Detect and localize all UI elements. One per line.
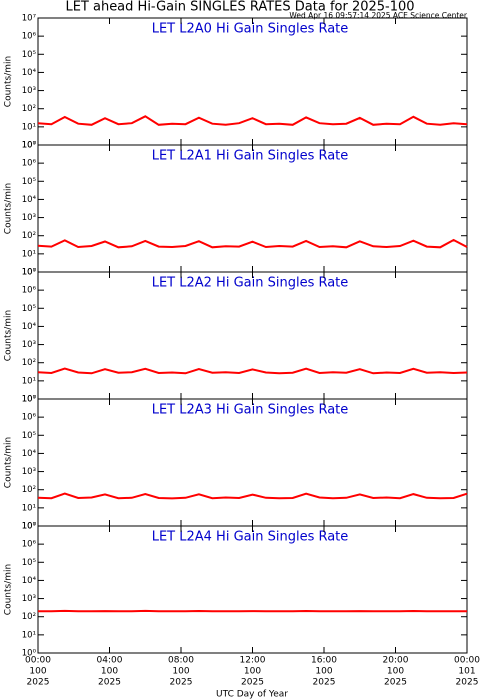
y-tick-label: 10⁰	[22, 522, 37, 532]
plot-frame	[37, 398, 468, 527]
page-title: LET ahead Hi-Gain SINGLES RATES Data for…	[65, 0, 414, 15]
y-tick-label: 10¹	[22, 122, 36, 132]
y-tick-label: 10⁰	[22, 649, 37, 659]
plot-frame	[37, 144, 468, 273]
y-tick-label: 10¹	[22, 376, 36, 386]
y-tick-label: 10⁵	[22, 177, 36, 187]
y-tick-label: 10⁵	[22, 558, 36, 568]
y-tick-label: 10⁶	[22, 32, 37, 42]
plot-frame	[37, 271, 468, 400]
y-axis-title: Counts/min	[4, 310, 14, 361]
x-tick-day: 100	[244, 667, 261, 677]
y-tick-label: 10⁶	[22, 159, 37, 169]
y-tick-label: 10²	[22, 104, 36, 114]
y-tick-label: 10³	[22, 86, 36, 96]
x-tick-year: 2025	[313, 678, 336, 688]
data-line	[37, 115, 468, 126]
plot-frame	[37, 17, 468, 146]
x-tick-day: 100	[387, 667, 404, 677]
panel-title: LET L2A3 Hi Gain Singles Rate	[152, 403, 349, 418]
x-tick-day: 101	[458, 667, 475, 677]
y-tick-label: 10⁴	[22, 68, 37, 78]
y-tick-label: 10⁵	[22, 50, 36, 60]
y-tick-label: 10⁵	[22, 304, 36, 314]
y-tick-label: 10³	[22, 467, 36, 477]
timestamp: Wed Apr 16 09:57:14 2025 ACE Science Cen…	[289, 11, 468, 20]
y-tick-label: 10²	[22, 358, 36, 368]
y-tick-label: 10⁷	[22, 522, 37, 532]
y-tick-label: 10⁷	[22, 395, 37, 405]
x-tick-day: 100	[315, 667, 332, 677]
y-tick-label: 10⁶	[22, 286, 37, 296]
y-tick-label: 10⁴	[22, 322, 37, 332]
y-tick-label: 10⁵	[22, 431, 36, 441]
x-tick-label: 20:00	[383, 656, 409, 666]
panel-title: LET L2A2 Hi Gain Singles Rate	[152, 276, 349, 291]
y-tick-label: 10¹	[22, 630, 36, 640]
y-tick-label: 10⁷	[22, 141, 37, 151]
y-tick-label: 10⁰	[22, 268, 37, 278]
y-axis-title: Counts/min	[4, 564, 14, 615]
y-tick-label: 10²	[22, 231, 36, 241]
x-tick-year: 2025	[27, 678, 50, 688]
x-tick-label: 08:00	[168, 656, 194, 666]
x-tick-label: 16:00	[311, 656, 337, 666]
y-tick-label: 10³	[22, 213, 36, 223]
y-tick-label: 10²	[22, 485, 36, 495]
y-tick-label: 10⁶	[22, 540, 37, 550]
data-line	[37, 367, 468, 375]
x-tick-label: 00:00	[25, 656, 51, 666]
y-tick-label: 10³	[22, 594, 36, 604]
data-line	[37, 492, 468, 500]
panel-title: LET L2A4 Hi Gain Singles Rate	[152, 530, 349, 545]
y-tick-label: 10¹	[22, 249, 36, 259]
y-tick-label: 10⁴	[22, 195, 37, 205]
data-line	[37, 238, 468, 249]
x-tick-year: 2025	[241, 678, 264, 688]
y-tick-label: 10³	[22, 340, 36, 350]
y-tick-label: 10⁴	[22, 449, 37, 459]
x-tick-day: 100	[29, 667, 46, 677]
plot-frame	[37, 525, 468, 654]
panel-title: LET L2A1 Hi Gain Singles Rate	[152, 149, 349, 164]
panel-title: LET L2A0 Hi Gain Singles Rate	[152, 22, 349, 37]
x-tick-label: 00:00	[454, 656, 480, 666]
x-tick-year: 2025	[98, 678, 121, 688]
x-tick-label: 04:00	[97, 656, 123, 666]
y-axis-title: Counts/min	[4, 183, 14, 234]
y-tick-label: 10⁰	[22, 141, 37, 151]
y-tick-label: 10⁷	[22, 268, 37, 278]
y-tick-label: 10⁴	[22, 576, 37, 586]
y-tick-label: 10⁷	[22, 14, 37, 24]
x-axis-title: UTC Day of Year	[216, 690, 288, 700]
y-tick-label: 10¹	[22, 503, 36, 513]
x-tick-day: 100	[101, 667, 118, 677]
y-tick-label: 10⁶	[22, 413, 37, 423]
x-tick-label: 12:00	[240, 656, 266, 666]
x-tick-day: 100	[172, 667, 189, 677]
x-tick-year: 2025	[456, 678, 479, 688]
y-tick-label: 10²	[22, 612, 36, 622]
y-axis-title: Counts/min	[4, 56, 14, 107]
x-tick-year: 2025	[170, 678, 193, 688]
y-axis-title: Counts/min	[4, 437, 14, 488]
x-tick-year: 2025	[384, 678, 407, 688]
y-tick-label: 10⁰	[22, 395, 37, 405]
